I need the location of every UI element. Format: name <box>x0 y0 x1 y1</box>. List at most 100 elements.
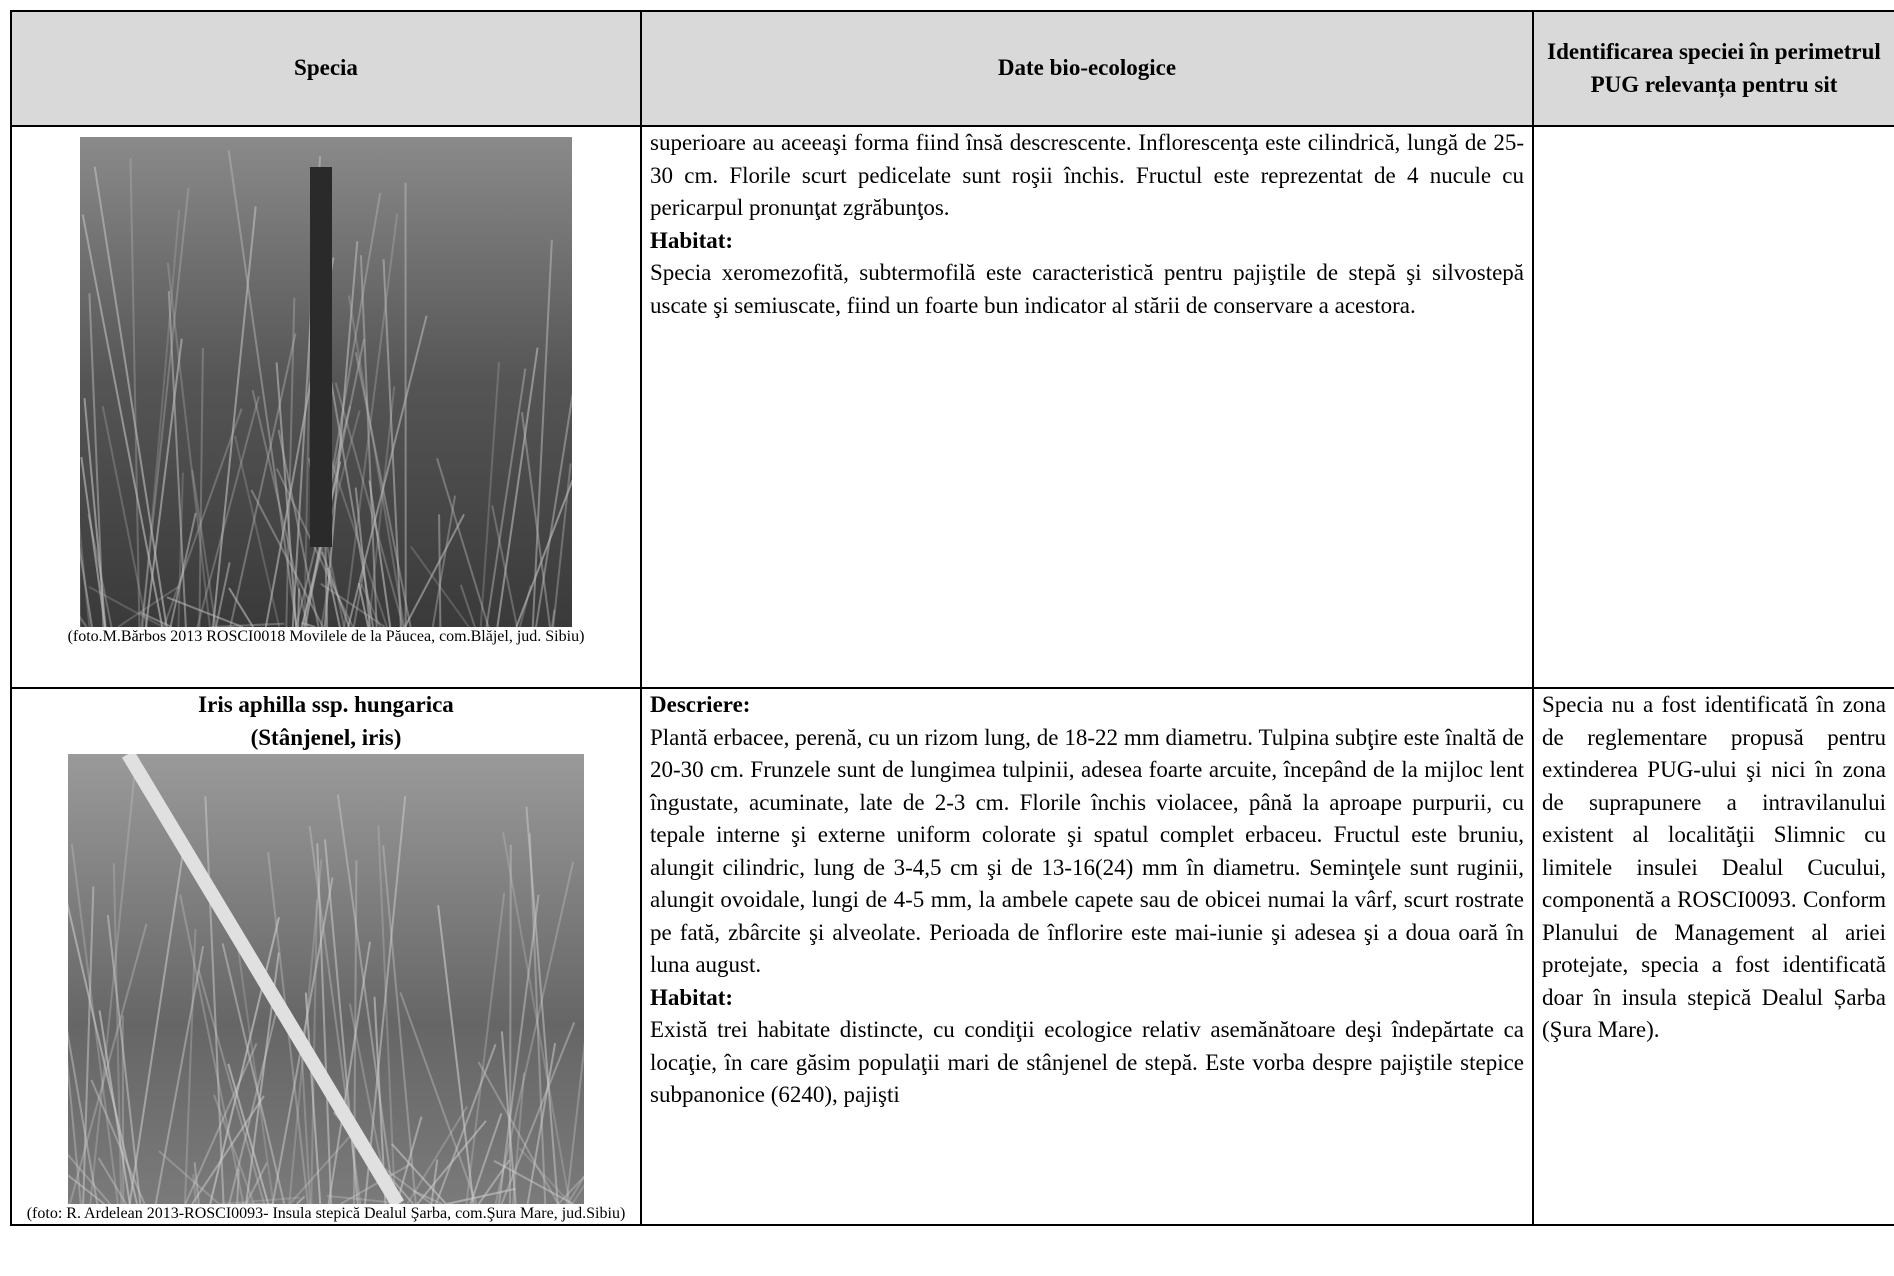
photo-texture <box>469 1113 503 1204</box>
photo-texture <box>535 392 572 627</box>
photo-texture <box>435 1044 497 1204</box>
photo-texture <box>295 1195 306 1204</box>
photo-texture <box>98 1010 131 1204</box>
photo-texture <box>459 584 476 627</box>
photo-texture <box>406 1105 468 1204</box>
photo-texture <box>68 1059 82 1204</box>
photo-texture <box>250 489 324 627</box>
photo-texture <box>436 458 490 627</box>
photo-texture <box>68 1029 99 1204</box>
photo-texture <box>525 806 559 1204</box>
photo-texture <box>323 839 359 1204</box>
photo-texture <box>184 1043 258 1204</box>
photo-texture <box>204 796 225 1204</box>
photo-texture <box>367 386 396 627</box>
photo-texture <box>179 894 245 1204</box>
photo-texture <box>70 843 119 1204</box>
photo-texture <box>511 1072 526 1204</box>
photo-texture <box>382 259 402 627</box>
photo-texture <box>347 295 406 627</box>
photo-texture <box>304 992 322 1204</box>
photo-texture <box>320 582 386 627</box>
photo-texture <box>68 902 138 1204</box>
photo-texture <box>288 859 323 1204</box>
photo-texture <box>500 1021 576 1204</box>
photo-texture <box>359 255 378 627</box>
photo-texture <box>485 368 527 627</box>
photo-caption: (foto.M.Bărbos 2013 ROSCI0018 Movilele d… <box>67 628 585 645</box>
photo-texture <box>83 398 107 627</box>
photo-texture <box>212 206 257 627</box>
photo-texture <box>438 514 442 627</box>
photo-texture <box>343 213 399 627</box>
photo-texture <box>520 412 551 627</box>
photo-texture <box>395 1116 423 1204</box>
photo-texture <box>354 487 371 627</box>
photo-texture <box>101 406 148 627</box>
paragraph: Specia nu a fost identificată în zona de… <box>1542 692 1886 1042</box>
photo-texture <box>219 1196 300 1204</box>
header-row: Specia Date bio-ecologice Identificarea … <box>10 10 1894 127</box>
photo-texture <box>211 622 285 627</box>
photo-texture <box>493 1159 574 1204</box>
photo-texture <box>80 456 107 627</box>
header-cell: Specia <box>10 10 642 127</box>
photo-texture <box>465 892 506 1204</box>
photo-texture <box>446 1187 516 1204</box>
bio-cell: Descriere: Plantă erbacee, perenă, cu un… <box>640 687 1534 1226</box>
photo-texture <box>339 1162 412 1204</box>
photo-texture <box>285 297 296 627</box>
photo-texture <box>496 347 539 627</box>
photo-texture <box>303 338 366 627</box>
photo-texture <box>316 843 333 1204</box>
photo-texture <box>551 609 556 627</box>
photo-texture <box>68 1153 111 1204</box>
photo-texture <box>198 347 204 627</box>
species-name: Iris aphilla ssp. hungarica <box>198 692 454 717</box>
photo-texture <box>139 611 173 627</box>
paragraph: Există trei habitate distincte, cu condi… <box>650 1017 1524 1107</box>
photo-texture <box>431 495 456 627</box>
photo-texture <box>191 1095 265 1204</box>
photo-texture <box>162 408 243 627</box>
photo-texture <box>229 333 297 627</box>
photo-texture <box>214 562 231 627</box>
photo-texture <box>479 362 501 627</box>
photo-texture <box>288 1127 358 1204</box>
photo-texture <box>245 1162 268 1204</box>
photo-texture <box>228 587 254 627</box>
photo-texture <box>196 396 260 627</box>
species-cell: Iris aphilla ssp. hungarica (Stânjenel, … <box>10 687 642 1226</box>
header-cell: Identificarea speciei în perimetrul PUG … <box>1532 10 1894 127</box>
photo-texture <box>566 1175 584 1204</box>
header-cell: Date bio-ecologice <box>640 10 1534 127</box>
photo-texture <box>80 545 93 627</box>
photo <box>68 754 584 1204</box>
row: (foto.M.Bărbos 2013 ROSCI0018 Movilele d… <box>10 125 1894 689</box>
subheading: Habitat: <box>650 984 734 1010</box>
photo-texture <box>327 941 371 1204</box>
photo-texture <box>528 833 547 1204</box>
photo-texture <box>275 362 298 627</box>
photo-texture <box>81 214 164 627</box>
paragraph: Specia xeromezofită, subtermofilă este c… <box>650 260 1524 318</box>
photo-texture <box>299 1033 312 1204</box>
photo-texture <box>391 1143 447 1204</box>
identification-cell <box>1532 125 1894 689</box>
photo-texture <box>515 478 572 627</box>
photo-texture <box>491 505 519 627</box>
photo-texture <box>129 158 141 627</box>
species-table: Specia Date bio-ecologice Identificarea … <box>10 10 1894 1226</box>
photo-texture <box>308 826 362 1204</box>
photo-texture <box>368 480 392 627</box>
photo-texture <box>508 844 512 1204</box>
photo-texture <box>228 996 281 1204</box>
photo-texture <box>68 1174 106 1204</box>
photo-texture <box>352 566 366 627</box>
row: Iris aphilla ssp. hungarica (Stânjenel, … <box>10 687 1894 1226</box>
bio-cell: superioare au aceeaşi forma fiind însă d… <box>640 125 1534 689</box>
photo-texture <box>347 315 428 627</box>
photo <box>80 137 572 627</box>
photo-texture <box>140 187 190 627</box>
identification-cell: Specia nu a fost identificată în zona de… <box>1532 687 1894 1226</box>
